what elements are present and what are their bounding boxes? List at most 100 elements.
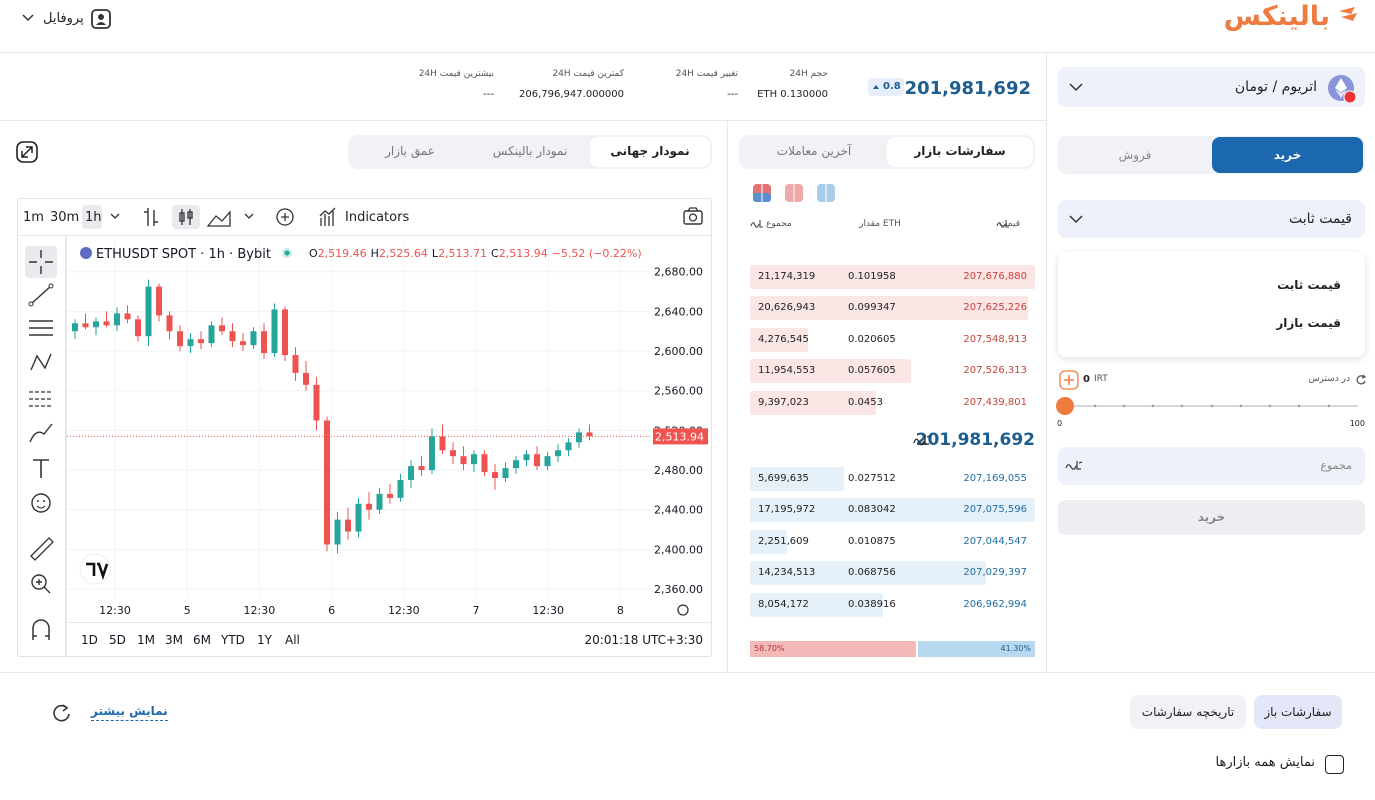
book-row[interactable]: 207,676,880 0.101958 21,174,319: [750, 265, 1035, 289]
candle-body: [82, 323, 89, 328]
amount-header: مقدار ETH: [859, 219, 901, 229]
candle-body: [313, 384, 320, 421]
chart-tab[interactable]: نمودار بالینکس: [492, 144, 568, 158]
depth-bar: [750, 561, 986, 585]
candle-body: [397, 479, 404, 498]
book-amount: 0.101958: [848, 271, 896, 282]
expand-icon[interactable]: [16, 141, 38, 163]
interval[interactable]: 30m: [50, 210, 80, 225]
range-button[interactable]: 5D: [109, 633, 126, 647]
book-tab[interactable]: سفارشات بازار: [914, 144, 1006, 158]
book-tab[interactable]: آخرین معاملات: [776, 144, 852, 158]
drawing-toolbar[interactable]: [22, 244, 62, 644]
candle-body: [208, 325, 215, 344]
pair-name[interactable]: اتریوم / تومان: [1234, 79, 1317, 95]
interval[interactable]: 1m: [23, 210, 44, 225]
sell-tab-label[interactable]: فروش: [1118, 148, 1152, 162]
book-row[interactable]: 207,439,801 0.0453 9,397,023: [750, 391, 1035, 415]
divider: [0, 52, 1375, 53]
book-amount: 0.038916: [848, 599, 896, 610]
submit-button[interactable]: [1058, 500, 1365, 535]
depth-buy: 41.30%: [918, 641, 1035, 657]
chart-toolbar-icons[interactable]: [108, 204, 728, 230]
profile-label[interactable]: پروفایل: [43, 11, 84, 26]
checkbox[interactable]: [1325, 755, 1344, 774]
add-icon[interactable]: [1059, 370, 1079, 390]
depth-bar: [750, 265, 1035, 289]
refresh-icon[interactable]: [1355, 374, 1367, 386]
slider[interactable]: [1055, 396, 1365, 418]
chart-tab[interactable]: عمق بازار: [385, 144, 435, 158]
range-button[interactable]: 6M: [193, 633, 211, 647]
chevron[interactable]: [21, 13, 35, 23]
bottom-tab-active[interactable]: [1254, 695, 1342, 729]
indicators[interactable]: Indicators: [345, 210, 410, 225]
depth-bar: [750, 530, 788, 554]
book-total: 8,054,172: [758, 599, 809, 610]
chevron[interactable]: [1068, 214, 1084, 224]
book-row[interactable]: 207,625,226 0.099347 20,626,943: [750, 296, 1035, 320]
book-row[interactable]: 207,029,397 0.068756 14,234,513: [750, 561, 1035, 585]
x-tick-label: 12:30: [244, 604, 276, 617]
total-placeholder[interactable]: مجموع: [1320, 459, 1352, 472]
candle-body: [345, 519, 351, 532]
bottom-tab[interactable]: سفارشات باز: [1264, 705, 1332, 719]
show-more[interactable]: نمایش بیشتر: [91, 705, 168, 721]
book-row[interactable]: 207,526,313 0.057605 11,954,553: [750, 359, 1035, 383]
tv-logo-mark: [86, 562, 109, 581]
divider: [65, 236, 67, 656]
chart-tab[interactable]: نمودار جهانی: [610, 144, 690, 158]
book-row[interactable]: 207,075,596 0.083042 17,195,972: [750, 498, 1035, 522]
book-amount: 0.083042: [848, 504, 896, 515]
order-type-menu: [1058, 252, 1365, 357]
candle-body: [292, 355, 299, 373]
depth-sell: 58.70%: [750, 641, 917, 657]
candle-body: [240, 341, 246, 346]
candle-body: [555, 450, 561, 457]
book-row[interactable]: 206,962,994 0.038916 8,054,172: [750, 593, 1035, 617]
pair-selector[interactable]: [1058, 67, 1365, 107]
profile-icon[interactable]: [90, 8, 112, 30]
ohlc-legend: O2,519.46 H2,525.64 L2,513.71 C2,513.94 −5.5…: [309, 247, 642, 260]
range-button[interactable]: 3M: [165, 633, 183, 647]
chevron[interactable]: [1068, 82, 1084, 92]
order-type-label[interactable]: قیمت ثابت: [1288, 211, 1352, 227]
submit-label[interactable]: خرید: [1197, 510, 1226, 524]
total-input[interactable]: [1058, 447, 1365, 485]
book-tab-active[interactable]: [887, 137, 1033, 167]
y-tick-label: 2,360.00: [654, 583, 703, 596]
book-row[interactable]: 207,548,913 0.020605 4,276,545: [750, 328, 1035, 352]
ohlc-value: 2,513.94: [499, 247, 548, 260]
ohlc-value: 2,525.64: [379, 247, 428, 260]
range-button[interactable]: 1D: [81, 633, 98, 647]
range-button[interactable]: 1Y: [257, 633, 272, 647]
menu-option[interactable]: قیمت بازار: [1276, 316, 1341, 330]
ohlc-key: H: [371, 247, 379, 260]
buy-tab[interactable]: [1212, 137, 1363, 173]
book-price: 207,439,801: [963, 397, 1027, 408]
settings-icon[interactable]: [677, 604, 689, 616]
menu-option[interactable]: قیمت ثابت: [1277, 278, 1341, 292]
candle-body: [198, 339, 204, 344]
interval[interactable]: 1h: [85, 210, 102, 225]
book-row[interactable]: 207,044,547 0.010875 2,251,609: [750, 530, 1035, 554]
book-view-icons[interactable]: [752, 183, 842, 205]
chart-tab-active[interactable]: [590, 137, 710, 167]
bottom-tab-bg[interactable]: [1130, 695, 1246, 729]
order-type[interactable]: [1058, 200, 1365, 238]
book-row[interactable]: 207,169,055 0.027512 5,699,635: [750, 467, 1035, 491]
range-button[interactable]: All: [285, 633, 300, 647]
logo[interactable]: بالینکس: [1223, 1, 1330, 32]
refresh-icon[interactable]: [51, 702, 73, 724]
buy-tab-label[interactable]: خرید: [1273, 148, 1302, 162]
toman-icon: [750, 220, 763, 228]
range-button[interactable]: YTD: [221, 633, 245, 647]
candle-body: [481, 454, 488, 473]
bottom-tab[interactable]: تاریخچه سفارشات: [1141, 705, 1235, 719]
range-button[interactable]: 1M: [137, 633, 155, 647]
divider: [1046, 52, 1047, 672]
x-tick-label: 12:30: [388, 604, 420, 617]
all-markets-label[interactable]: نمایش همه بازارها: [1215, 755, 1315, 770]
stat-value: ---: [727, 89, 738, 100]
x-tick-label: 6: [328, 604, 335, 617]
